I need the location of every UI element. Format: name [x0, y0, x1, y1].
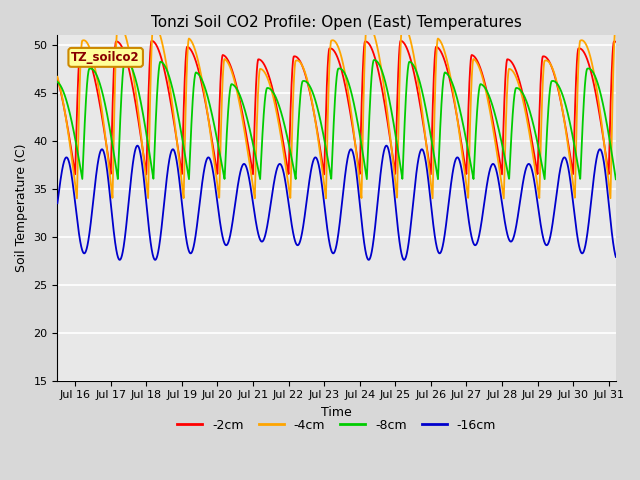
Text: TZ_soilco2: TZ_soilco2 [72, 51, 140, 64]
Y-axis label: Soil Temperature (C): Soil Temperature (C) [15, 144, 28, 272]
Title: Tonzi Soil CO2 Profile: Open (East) Temperatures: Tonzi Soil CO2 Profile: Open (East) Temp… [151, 15, 522, 30]
X-axis label: Time: Time [321, 406, 352, 419]
Legend: -2cm, -4cm, -8cm, -16cm: -2cm, -4cm, -8cm, -16cm [172, 414, 501, 437]
